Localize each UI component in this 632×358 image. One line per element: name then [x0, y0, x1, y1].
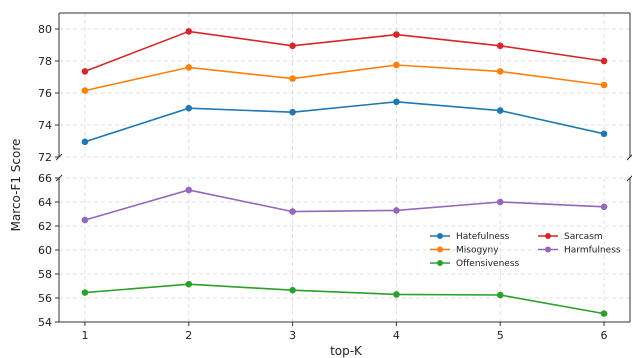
legend-label: Offensiveness — [456, 259, 520, 269]
data-point-hatefulness — [600, 130, 608, 138]
x-tick-label: 2 — [185, 329, 192, 342]
series-layer — [81, 28, 608, 317]
bottom-y-tick-label: 58 — [38, 268, 52, 281]
legend-item-hatefulness: Hatefulness — [430, 232, 510, 242]
grid-layer — [59, 13, 630, 323]
x-tick-label: 3 — [289, 329, 296, 342]
series-line-hatefulness — [84, 100, 605, 143]
data-point-sarcasm — [81, 68, 89, 75]
legend-swatch-marker — [545, 233, 551, 239]
data-point-sarcasm — [185, 28, 193, 35]
series-line-offensiveness — [84, 283, 605, 315]
legend-item-sarcasm: Sarcasm — [538, 232, 603, 242]
top-y-tick-label: 72 — [38, 151, 52, 164]
x-axis-label: top-K — [330, 344, 363, 358]
data-point-offensiveness — [185, 280, 193, 288]
series-line-harmfulness — [84, 189, 605, 221]
data-point-misogyny — [496, 68, 504, 75]
data-point-hatefulness — [496, 107, 504, 114]
top-y-tick-label: 80 — [38, 23, 52, 36]
axis-break-mark — [626, 175, 632, 182]
bottom-y-tick-label: 64 — [38, 196, 52, 209]
top-y-tick-label: 76 — [38, 87, 52, 100]
x-tick-label: 6 — [601, 329, 608, 342]
data-point-sarcasm — [496, 42, 504, 50]
legend: Hatefulness Sarcasm Misogyny Harmfulness Off… — [430, 232, 621, 269]
legend-item-misogyny: Misogyny — [430, 246, 499, 256]
data-point-offensiveness — [81, 289, 89, 296]
bottom-y-tick-label: 60 — [38, 244, 52, 257]
data-point-misogyny — [600, 81, 608, 89]
x-tick-label: 1 — [81, 329, 88, 342]
data-point-misogyny — [81, 87, 89, 94]
data-point-harmfulness — [289, 208, 296, 215]
spines-layer — [55, 12, 632, 323]
data-point-harmfulness — [81, 216, 89, 224]
data-point-offensiveness — [289, 286, 296, 294]
legend-swatch-marker — [545, 246, 551, 253]
data-point-misogyny — [289, 75, 296, 82]
data-point-misogyny — [393, 61, 400, 69]
legend-item-offensiveness: Offensiveness — [430, 259, 520, 269]
legend-label: Sarcasm — [564, 232, 603, 242]
data-point-sarcasm — [393, 31, 400, 38]
legend-swatch-marker — [437, 246, 443, 253]
data-point-offensiveness — [496, 291, 504, 299]
legend-label: Harmfulness — [564, 246, 621, 256]
bottom-y-tick-label: 66 — [38, 172, 52, 185]
data-point-harmfulness — [496, 198, 504, 206]
x-tick-label: 5 — [497, 329, 504, 342]
data-point-hatefulness — [393, 98, 400, 106]
legend-label: Hatefulness — [456, 232, 510, 242]
data-point-sarcasm — [600, 57, 608, 65]
series-line-misogyny — [84, 64, 605, 92]
data-point-offensiveness — [600, 310, 608, 317]
top-y-tick-label: 74 — [38, 119, 52, 132]
data-point-sarcasm — [289, 42, 296, 50]
axis-break-mark — [626, 154, 632, 161]
data-point-harmfulness — [393, 207, 400, 214]
data-point-hatefulness — [289, 108, 296, 116]
x-tick-label: 4 — [393, 329, 400, 342]
data-point-harmfulness — [600, 203, 608, 211]
data-point-hatefulness — [185, 104, 193, 112]
series-line-sarcasm — [84, 30, 605, 73]
legend-swatch-marker — [437, 260, 443, 266]
legend-item-harmfulness: Harmfulness — [538, 246, 621, 256]
bottom-y-tick-label: 56 — [38, 292, 52, 305]
data-point-hatefulness — [81, 138, 89, 146]
bottom-y-tick-label: 62 — [38, 220, 52, 233]
top-y-tick-label: 78 — [38, 55, 52, 68]
legend-label: Misogyny — [456, 246, 499, 256]
data-point-misogyny — [185, 64, 193, 71]
bottom-y-tick-label: 54 — [38, 316, 52, 329]
data-point-harmfulness — [185, 186, 193, 194]
y-axis-label: Marco-F1 Score — [9, 139, 23, 232]
data-point-offensiveness — [393, 291, 400, 298]
legend-swatch-marker — [437, 233, 443, 239]
